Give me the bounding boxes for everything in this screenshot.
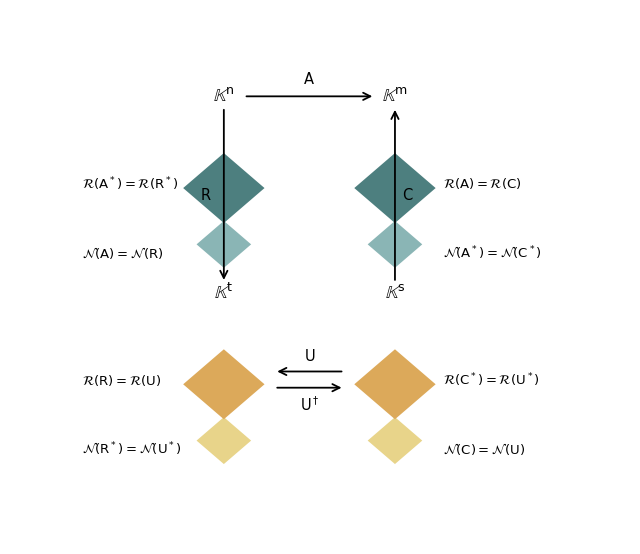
Polygon shape	[367, 221, 422, 268]
Polygon shape	[183, 153, 264, 223]
Text: $\mathcal{R}(\mathrm{C^*}) = \mathcal{R}(\mathrm{U^*})$: $\mathcal{R}(\mathrm{C^*}) = \mathcal{R}…	[443, 371, 540, 389]
Text: $\mathrm{R}$: $\mathrm{R}$	[200, 187, 211, 203]
Text: $\mathrm{U}$: $\mathrm{U}$	[304, 348, 315, 364]
Text: $\mathcal{R}(\mathrm{R}) = \mathcal{R}(\mathrm{U})$: $\mathcal{R}(\mathrm{R}) = \mathcal{R}(\…	[83, 372, 162, 387]
Text: $\mathrm{A}$: $\mathrm{A}$	[303, 71, 316, 87]
Polygon shape	[367, 417, 422, 464]
Polygon shape	[196, 221, 251, 268]
Text: $\mathrm{U}^\dagger$: $\mathrm{U}^\dagger$	[300, 396, 319, 414]
Text: $\mathbb{K}^\mathrm{n}$: $\mathbb{K}^\mathrm{n}$	[213, 88, 235, 105]
Text: $\mathcal{N}(\mathrm{A^*}) = \mathcal{N}(\mathrm{C^*})$: $\mathcal{N}(\mathrm{A^*}) = \mathcal{N}…	[443, 244, 542, 261]
Text: $\mathcal{N}(\mathrm{R^*}) = \mathcal{N}(\mathrm{U^*})$: $\mathcal{N}(\mathrm{R^*}) = \mathcal{N}…	[83, 440, 182, 458]
Text: $\mathbb{K}^\mathrm{t}$: $\mathbb{K}^\mathrm{t}$	[214, 283, 234, 304]
Text: $\mathcal{R}(\mathrm{A^*}) = \mathcal{R}(\mathrm{R^*})$: $\mathcal{R}(\mathrm{A^*}) = \mathcal{R}…	[83, 175, 179, 193]
Text: $\mathbb{K}^\mathrm{s}$: $\mathbb{K}^\mathrm{s}$	[385, 284, 405, 302]
Text: $\mathcal{N}(\mathrm{A}) = \mathcal{N}(\mathrm{R})$: $\mathcal{N}(\mathrm{A}) = \mathcal{N}(\…	[83, 245, 164, 261]
Polygon shape	[183, 350, 264, 419]
Text: $\mathcal{N}(\mathrm{C}) = \mathcal{N}(\mathrm{U})$: $\mathcal{N}(\mathrm{C}) = \mathcal{N}(\…	[443, 441, 525, 457]
Text: $\mathbb{K}^\mathrm{m}$: $\mathbb{K}^\mathrm{m}$	[382, 88, 408, 105]
Polygon shape	[355, 350, 436, 419]
Polygon shape	[355, 153, 436, 223]
Text: $\mathrm{C}$: $\mathrm{C}$	[403, 187, 414, 203]
Polygon shape	[196, 417, 251, 464]
Text: $\mathcal{R}(\mathrm{A}) = \mathcal{R}(\mathrm{C})$: $\mathcal{R}(\mathrm{A}) = \mathcal{R}(\…	[443, 176, 522, 191]
